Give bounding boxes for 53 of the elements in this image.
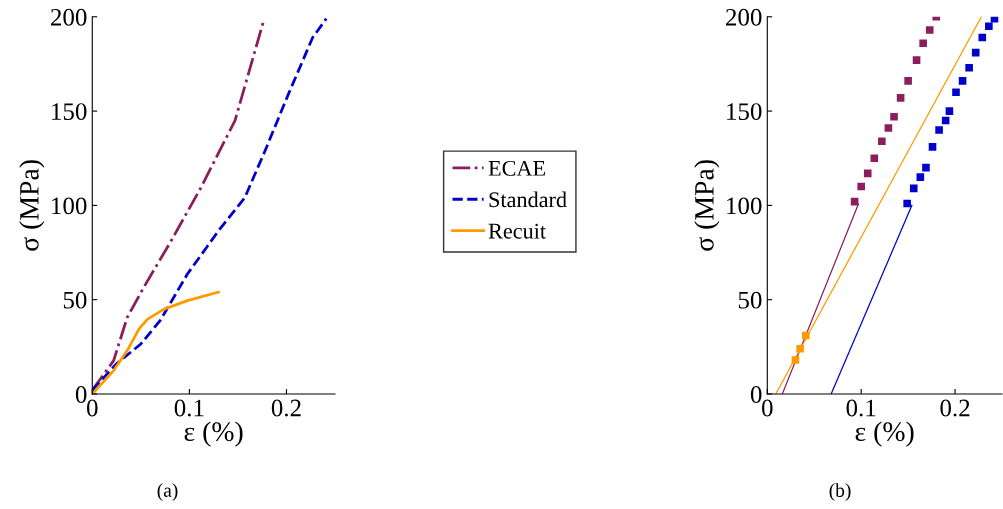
point	[890, 112, 898, 121]
point	[863, 169, 872, 178]
text: (a)	[157, 483, 178, 501]
x-tick-label: 0.2	[940, 399, 970, 417]
y-tick-label: 100	[727, 197, 762, 215]
point	[884, 124, 893, 132]
y-axis-title: σ (MPa)	[19, 160, 45, 251]
x-tick-label: 0.1	[846, 399, 876, 417]
y-tick-label: 100	[52, 197, 87, 215]
legend-label: Recuit	[488, 223, 546, 239]
point	[958, 77, 967, 85]
point	[935, 126, 943, 134]
point	[928, 143, 937, 151]
point	[952, 88, 960, 97]
y-tick-label: 50	[63, 291, 87, 309]
point	[878, 137, 886, 146]
y-tick-label: 0	[750, 386, 762, 403]
x-axis-title: ε (%)	[184, 421, 243, 447]
text: (b)	[829, 483, 851, 501]
y-axis-title: σ (MPa)	[694, 160, 720, 251]
y-tick-label: 200	[726, 8, 762, 26]
point	[985, 22, 993, 31]
point	[896, 94, 905, 102]
x-tick-label: 0	[86, 399, 98, 417]
point	[971, 48, 980, 57]
point	[909, 184, 918, 193]
point	[919, 39, 927, 47]
y-tick-label: 0	[75, 386, 87, 403]
point	[912, 56, 921, 64]
y-tick-label: 150	[727, 103, 762, 121]
point	[903, 199, 911, 208]
point	[945, 107, 954, 115]
point	[978, 33, 987, 42]
point	[965, 63, 973, 72]
point	[925, 26, 934, 34]
point	[796, 344, 804, 353]
x-tick-label: 0.2	[271, 399, 301, 417]
x-tick-label: 0.1	[174, 399, 204, 417]
point	[791, 356, 800, 364]
x-axis-title: ε (%)	[855, 421, 914, 447]
point	[801, 331, 810, 340]
line-series	[92, 290, 220, 394]
y-tick-label: 200	[51, 8, 87, 26]
point	[922, 163, 930, 172]
point	[904, 77, 912, 85]
y-tick-label: 150	[52, 103, 87, 121]
legend-label: ECAE	[488, 160, 545, 176]
point	[870, 154, 879, 163]
point	[857, 182, 865, 191]
x-tick-label: 0	[762, 399, 773, 417]
point	[916, 173, 925, 181]
legend-label: Standard	[489, 191, 567, 208]
y-tick-label: 50	[738, 291, 762, 309]
